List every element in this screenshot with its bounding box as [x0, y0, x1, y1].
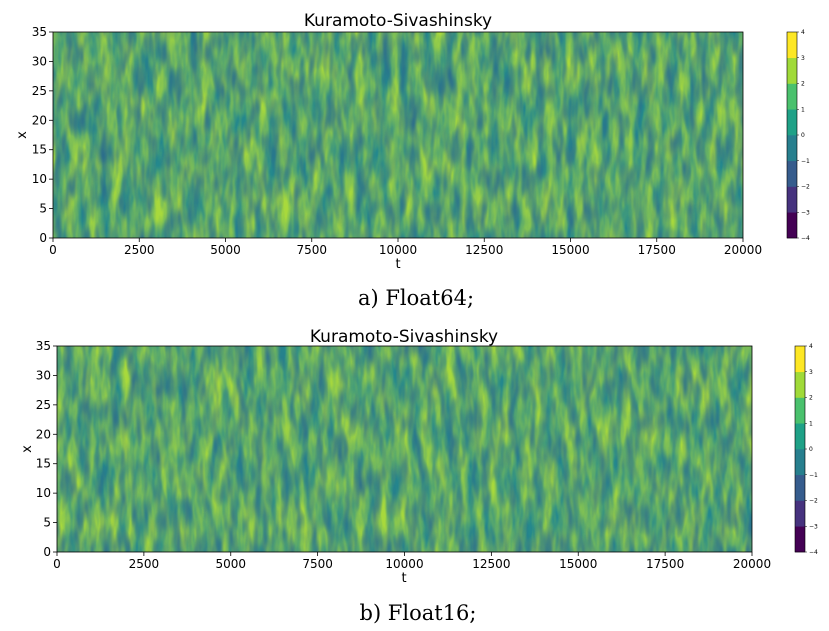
colorbar-tick-label: −4: [801, 235, 810, 242]
panel-b-caption: b) Float16;: [360, 601, 477, 625]
y-tick-label: 25: [36, 398, 51, 412]
colorbar-tick-label: −1: [801, 158, 810, 165]
colorbar-band: [787, 109, 797, 136]
y-tick-label: 5: [43, 516, 51, 530]
colorbar-band: [795, 474, 805, 501]
y-tick-label: 10: [32, 172, 47, 186]
panel-a-title: Kuramoto-Sivashinsky: [304, 11, 492, 31]
colorbar-tick-label: −3: [801, 209, 810, 216]
colorbar-tick-label: 3: [809, 369, 813, 376]
panel-b-colorbar: 4 3 2 1 0 −1 −2 −3 −4: [794, 343, 818, 556]
panel-a-caption: a) Float64;: [358, 286, 474, 310]
x-tick-label: 2500: [129, 557, 160, 571]
x-tick-label: 20000: [724, 243, 762, 257]
panel-b-heatmap: [57, 346, 752, 552]
x-tick-label: 15000: [559, 557, 597, 571]
y-tick-label: 35: [32, 25, 47, 39]
panel-a-xlabel: t: [395, 257, 400, 272]
colorbar-tick-label: 2: [809, 395, 813, 402]
x-tick-label: 2500: [124, 243, 155, 257]
y-tick-label: 5: [39, 202, 47, 216]
colorbar-band: [795, 346, 805, 373]
panel-a-heatmap-texture: [53, 32, 743, 238]
colorbar-tick-label: −2: [809, 498, 818, 505]
panel-a-y-axis: 0 5 10 15 20 25 30 35: [32, 25, 53, 245]
panel-b-y-axis: 0 5 10 15 20 25 30 35: [36, 339, 57, 559]
colorbar-band: [795, 449, 805, 476]
panel-a-ylabel: x: [15, 131, 30, 139]
x-tick-label: 0: [49, 243, 57, 257]
y-tick-label: 0: [39, 231, 47, 245]
panel-b-xlabel: t: [401, 571, 406, 586]
panel-a: Kuramoto-Sivashinsky 0 2500 5000 7500 10000 1…: [15, 11, 810, 310]
panel-b-title: Kuramoto-Sivashinsky: [310, 327, 498, 347]
x-tick-label: 10000: [379, 243, 417, 257]
y-tick-label: 30: [32, 54, 47, 68]
panel-a-x-axis: 0 2500 5000 7500 10000 12500 15000 17500 20000: [49, 238, 762, 257]
y-tick-label: 0: [43, 545, 51, 559]
colorbar-band: [787, 212, 797, 239]
x-tick-label: 5000: [210, 243, 241, 257]
colorbar-band: [795, 500, 805, 527]
x-tick-label: 12500: [465, 243, 503, 257]
colorbar-band: [795, 371, 805, 398]
colorbar-band: [795, 526, 805, 553]
y-tick-label: 15: [36, 457, 51, 471]
colorbar-tick-label: −2: [801, 184, 810, 191]
panel-b-heatmap-texture: [57, 346, 752, 552]
colorbar-tick-label: −3: [809, 523, 818, 530]
y-tick-label: 20: [32, 113, 47, 127]
colorbar-band: [787, 32, 797, 59]
colorbar-tick-label: 1: [809, 420, 813, 427]
x-tick-label: 10000: [385, 557, 423, 571]
colorbar-tick-label: 1: [801, 106, 805, 113]
x-tick-label: 7500: [302, 557, 333, 571]
x-tick-label: 20000: [733, 557, 771, 571]
colorbar-tick-label: 0: [801, 132, 805, 139]
y-tick-label: 10: [36, 486, 51, 500]
colorbar-band: [787, 57, 797, 84]
colorbar-tick-label: 3: [801, 55, 805, 62]
colorbar-band: [787, 186, 797, 213]
x-tick-label: 17500: [646, 557, 684, 571]
panel-a-colorbar: 4 3 2 1 0 −1 −2 −3 −4: [786, 29, 810, 242]
colorbar-tick-label: −4: [809, 549, 818, 556]
x-tick-label: 17500: [638, 243, 676, 257]
colorbar-band: [787, 135, 797, 162]
panel-a-heatmap: [53, 32, 743, 238]
colorbar-tick-label: 4: [809, 343, 813, 350]
y-tick-label: 35: [36, 339, 51, 353]
colorbar-band: [795, 397, 805, 424]
y-tick-label: 20: [36, 427, 51, 441]
y-tick-label: 25: [32, 84, 47, 98]
colorbar-band: [787, 160, 797, 187]
x-tick-label: 12500: [472, 557, 510, 571]
panel-b: Kuramoto-Sivashinsky 0 2500 5000 7500 10000 1…: [20, 327, 818, 625]
panel-b-x-axis: 0 2500 5000 7500 10000 12500 15000 17500 20000: [53, 552, 771, 571]
colorbar-band: [787, 83, 797, 110]
x-tick-label: 5000: [215, 557, 246, 571]
colorbar-band: [795, 423, 805, 450]
x-tick-label: 7500: [296, 243, 327, 257]
colorbar-tick-label: 0: [809, 446, 813, 453]
colorbar-tick-label: 4: [801, 29, 805, 36]
colorbar-tick-label: −1: [809, 472, 818, 479]
y-tick-label: 30: [36, 368, 51, 382]
y-tick-label: 15: [32, 143, 47, 157]
colorbar-tick-label: 2: [801, 81, 805, 88]
x-tick-label: 15000: [551, 243, 589, 257]
panel-b-ylabel: x: [20, 445, 35, 453]
x-tick-label: 0: [53, 557, 61, 571]
